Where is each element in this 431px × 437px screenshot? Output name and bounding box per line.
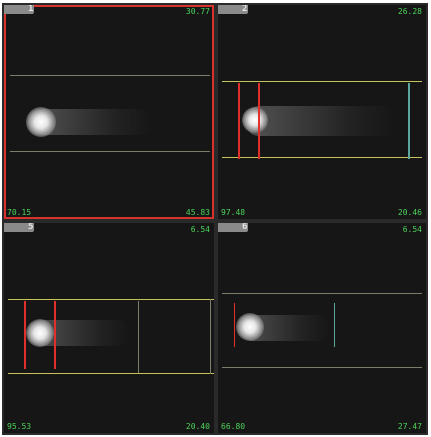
top-guide-line [222, 81, 422, 82]
top-guide-line [8, 299, 214, 300]
comet-viewer: 1 30.77 70.15 45.83 2 26.28 97.48 20.46 … [2, 3, 428, 435]
top-right-value: 6.54 [402, 225, 422, 234]
head-start-marker[interactable] [24, 301, 26, 369]
bottom-guide-line [222, 157, 422, 158]
bottom-guide-line [10, 151, 210, 152]
panel-tab[interactable] [4, 223, 34, 232]
top-right-value: 26.28 [397, 7, 422, 16]
bottom-right-value: 45.83 [185, 208, 210, 217]
panel-number: 6 [242, 223, 248, 232]
bottom-left-value: 95.53 [7, 422, 32, 431]
comet-tail [246, 106, 396, 136]
comet-head [236, 313, 264, 341]
top-right-value: 6.54 [190, 225, 210, 234]
comet-head [242, 107, 268, 133]
bottom-right-value: 20.46 [397, 208, 422, 217]
head-end-marker[interactable] [258, 83, 260, 159]
panel-5[interactable]: 5 6.54 95.53 20.40 [4, 223, 214, 433]
bottom-right-value: 20.40 [185, 422, 210, 431]
bottom-guide-line [8, 373, 214, 374]
right-guide-line [210, 299, 211, 374]
panel-tab[interactable] [4, 5, 34, 14]
panel-number: 5 [28, 223, 34, 232]
top-guide-line [222, 293, 422, 294]
bottom-left-value: 97.48 [221, 208, 246, 217]
panel-1[interactable]: 1 30.77 70.15 45.83 [4, 5, 214, 219]
tail-end-marker[interactable] [408, 83, 410, 159]
panel-6[interactable]: 6 6.54 66.80 27.47 [218, 223, 426, 433]
bottom-guide-line [222, 367, 422, 368]
bottom-right-value: 27.47 [397, 422, 422, 431]
tail-guide-line [138, 301, 139, 373]
head-start-marker[interactable] [234, 303, 235, 347]
bottom-left-value: 66.80 [221, 422, 246, 431]
top-right-value: 30.77 [185, 7, 210, 16]
panel-tab[interactable] [218, 223, 248, 232]
panel-number: 2 [242, 5, 248, 14]
tail-end-marker[interactable] [334, 303, 335, 347]
head-end-marker[interactable] [54, 301, 56, 369]
comet-head [26, 319, 54, 347]
top-guide-line [10, 75, 210, 76]
bottom-left-value: 70.15 [7, 208, 32, 217]
comet-head [26, 107, 56, 137]
head-start-marker[interactable] [238, 83, 240, 159]
panel-number: 1 [28, 5, 34, 14]
panel-tab[interactable] [218, 5, 248, 14]
panel-2[interactable]: 2 26.28 97.48 20.46 [218, 5, 426, 219]
